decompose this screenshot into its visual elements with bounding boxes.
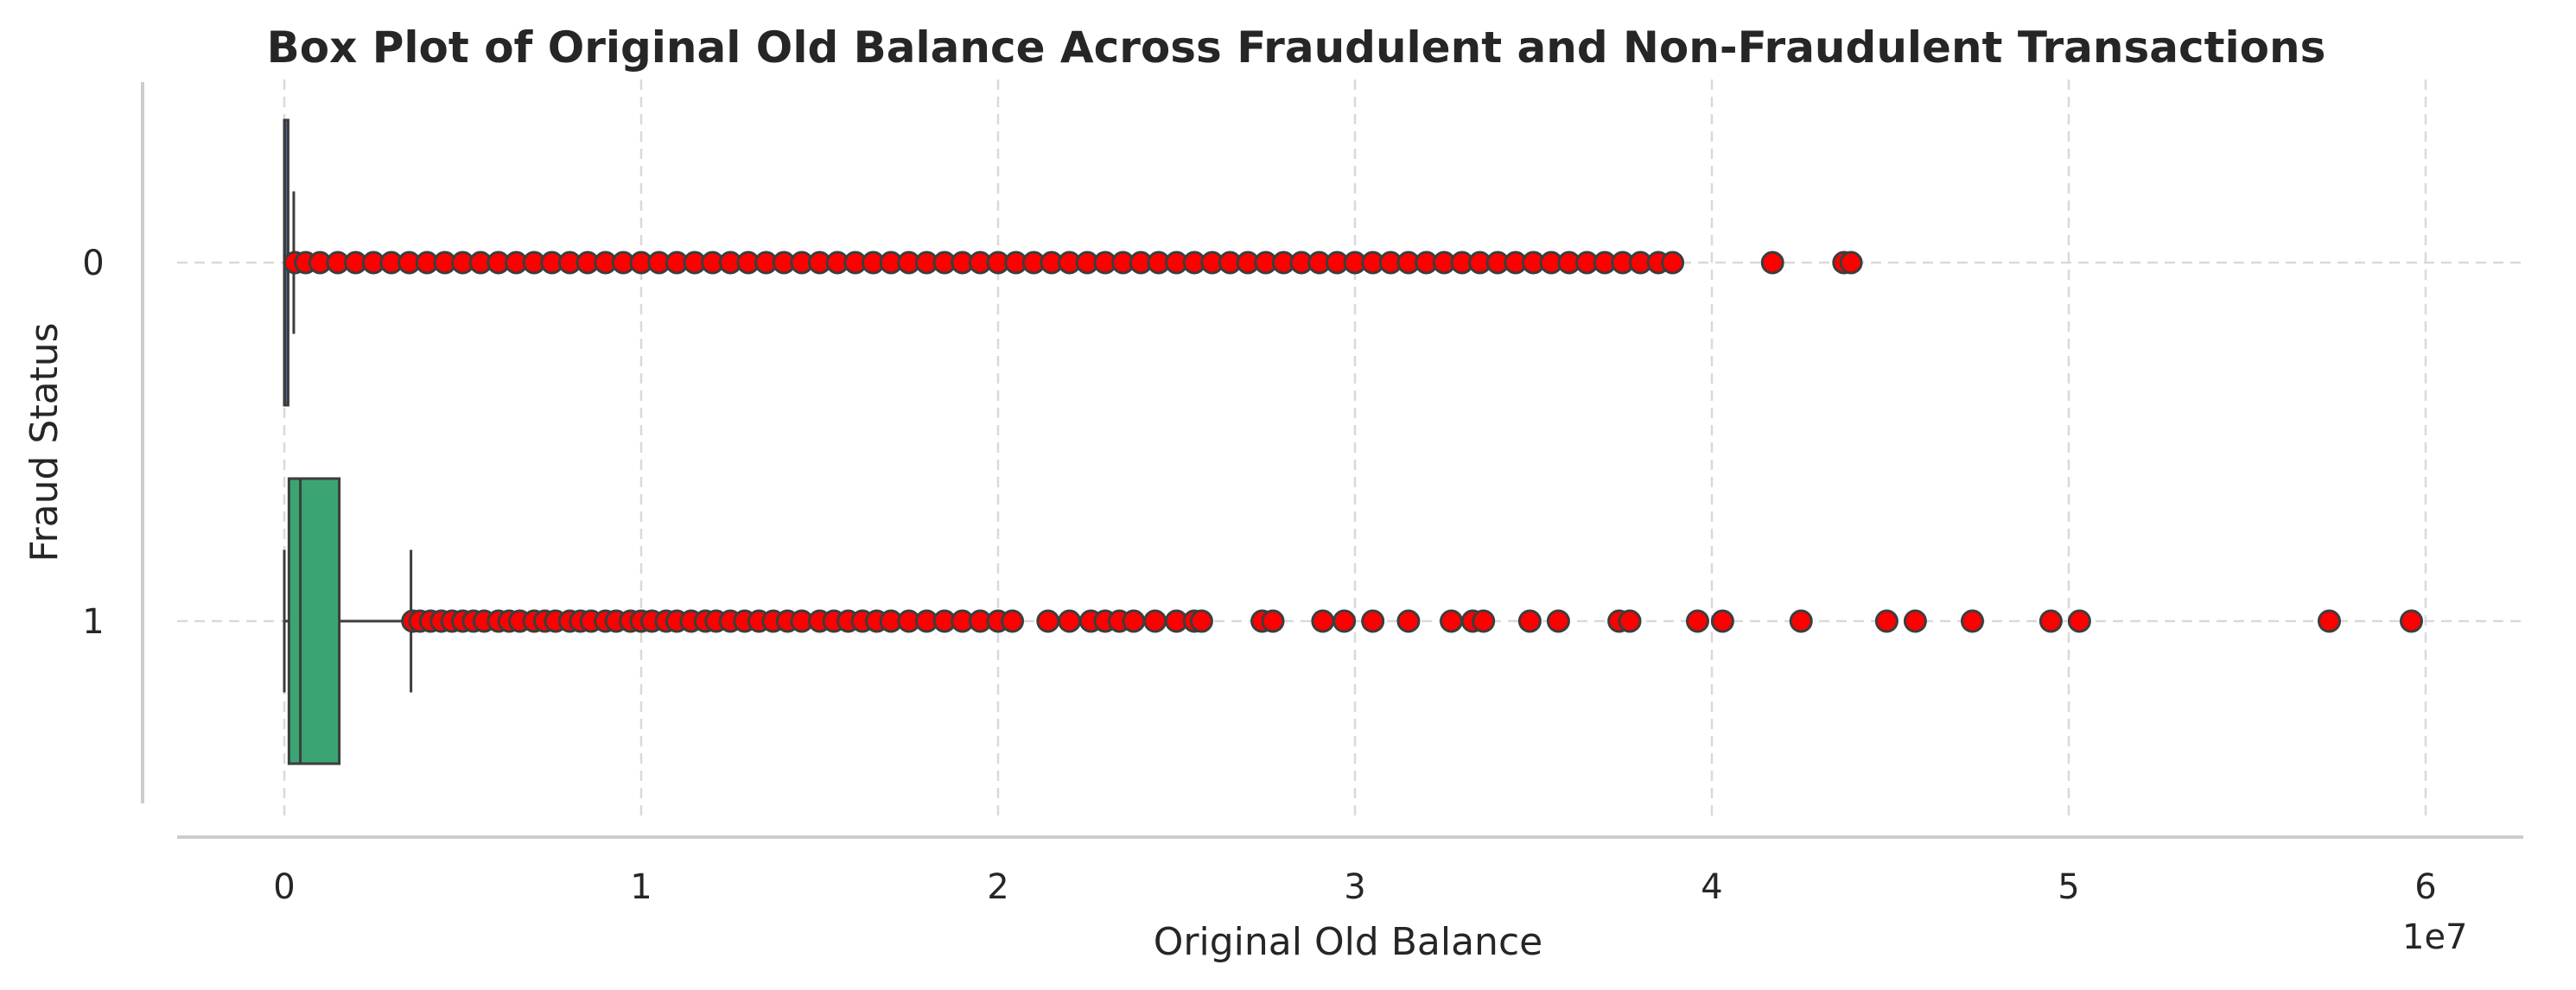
iqr-box <box>287 477 341 765</box>
y-tick-label: 0 <box>82 244 104 283</box>
outlier-point <box>2399 609 2423 633</box>
x-tick-label: 0 <box>273 867 295 907</box>
outlier-point <box>1685 609 1709 633</box>
outlier-point <box>1261 609 1285 633</box>
outlier-point <box>1546 609 1570 633</box>
x-axis-label: Original Old Balance <box>1154 920 1542 964</box>
outlier-point <box>1874 609 1899 633</box>
x-tick-label: 2 <box>987 867 1008 907</box>
x-tick-label: 5 <box>2058 867 2079 907</box>
outlier-point <box>1789 609 1813 633</box>
outlier-point <box>1001 609 1025 633</box>
x-tick-label: 1 <box>630 867 652 907</box>
chart-title: Box Plot of Original Old Balance Across … <box>267 22 2326 73</box>
box-group-0 <box>283 118 1863 407</box>
outlier-point <box>1333 609 1357 633</box>
outlier-point <box>1189 609 1213 633</box>
tick-layer: 0 1 2 3 4 5 6 0 1 <box>82 244 2436 907</box>
grid-layer <box>177 79 2523 816</box>
outlier-point <box>1311 609 1335 633</box>
x-tick-label: 6 <box>2414 867 2436 907</box>
box-group-1 <box>283 477 2423 765</box>
outlier-point <box>1122 609 1146 633</box>
outlier-point <box>1472 609 1496 633</box>
outlier-point <box>1036 609 1060 633</box>
outlier-point <box>1396 609 1421 633</box>
outlier-point <box>1440 609 1464 633</box>
outlier-point <box>1361 609 1385 633</box>
outlier-point <box>1661 251 1685 275</box>
outlier-point <box>1960 609 1984 633</box>
outlier-point <box>1143 609 1167 633</box>
box-layer <box>283 118 2423 765</box>
x-tick-label: 3 <box>1344 867 1365 907</box>
y-axis-label: Fraud Status <box>22 322 67 562</box>
outlier-point <box>1517 609 1542 633</box>
axes-spines <box>141 82 2523 839</box>
x-axis-scale-label: 1e7 <box>2402 917 2468 957</box>
outlier-point <box>1903 609 1927 633</box>
x-tick-label: 4 <box>1701 867 1722 907</box>
outlier-point <box>2067 609 2091 633</box>
y-tick-label: 1 <box>82 602 104 642</box>
outlier-point <box>1839 251 1863 275</box>
outlier-point <box>1618 609 1642 633</box>
outlier-point <box>2317 609 2341 633</box>
outlier-point <box>1760 251 1784 275</box>
outlier-point <box>2039 609 2063 633</box>
outlier-point <box>1058 609 1082 633</box>
outlier-point <box>1710 609 1734 633</box>
